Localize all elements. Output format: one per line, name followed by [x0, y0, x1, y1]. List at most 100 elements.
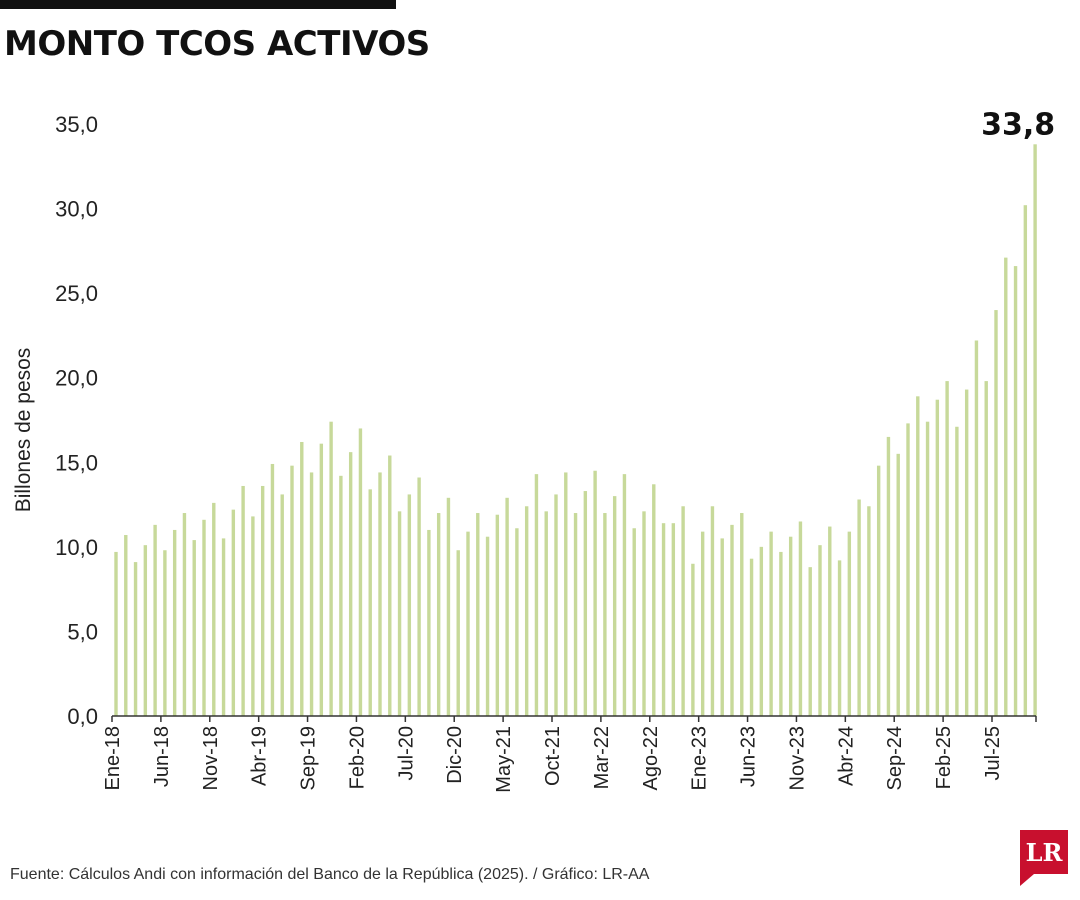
- bar: [935, 399, 940, 716]
- x-tick-label: Ago-22: [640, 726, 662, 791]
- bar: [290, 465, 294, 716]
- bar: [446, 497, 451, 716]
- bar: [974, 340, 979, 716]
- bar: [397, 511, 402, 716]
- bar: [114, 551, 118, 716]
- bar: [818, 545, 822, 716]
- bar: [906, 423, 910, 716]
- bar: [143, 545, 148, 716]
- bar: [221, 538, 226, 716]
- bar: [485, 536, 490, 716]
- bar: [984, 381, 988, 716]
- bar: [554, 494, 558, 716]
- y-tick-label: 30,0: [55, 197, 98, 222]
- bar: [847, 531, 852, 716]
- x-tick-label: Abr-19: [249, 726, 271, 786]
- bar: [241, 485, 245, 716]
- bar: [495, 514, 500, 716]
- bar: [642, 511, 646, 716]
- bar: [652, 484, 656, 716]
- bar: [466, 531, 470, 716]
- y-axis-label: Billones de pesos: [12, 348, 35, 513]
- bar: [867, 506, 871, 716]
- bar: [681, 506, 685, 716]
- y-tick-label: 15,0: [55, 450, 98, 475]
- y-tick-label: 25,0: [55, 281, 98, 306]
- bar: [700, 531, 705, 716]
- bar: [524, 506, 529, 716]
- bar: [339, 475, 343, 716]
- bar: [779, 551, 783, 716]
- bar: [945, 381, 949, 716]
- x-tick-label: Jun-23: [738, 726, 760, 787]
- bar: [417, 477, 421, 716]
- x-tick-label: Sep-24: [884, 726, 906, 791]
- bar: [876, 465, 881, 716]
- bar: [612, 496, 617, 716]
- bar: [691, 563, 695, 716]
- bar: [740, 513, 744, 716]
- bar: [964, 389, 969, 716]
- x-tick-label: Feb-25: [933, 726, 955, 789]
- bar: [769, 531, 773, 716]
- y-axis: 0,0 5,0 10,0 15,0 20,0 25,0 30,0 35,0 Billones d…: [12, 112, 98, 729]
- bar: [182, 513, 187, 716]
- bar: [348, 452, 353, 716]
- bar: [456, 550, 460, 716]
- bar: [955, 426, 959, 716]
- x-tick-label: Jul-20: [395, 726, 417, 780]
- bar: [710, 506, 715, 716]
- bar: [163, 550, 167, 716]
- bar: [534, 474, 539, 716]
- y-tick-label: 10,0: [55, 535, 98, 560]
- bar: [260, 485, 265, 716]
- bar: [788, 536, 793, 716]
- bar: [857, 499, 861, 716]
- bar: [476, 513, 480, 716]
- bar: [1033, 144, 1037, 717]
- bar: [231, 509, 236, 716]
- bar: [661, 523, 666, 716]
- bar: [632, 528, 636, 716]
- y-tick-label: 20,0: [55, 366, 98, 391]
- bar: [319, 443, 324, 716]
- bar: [329, 421, 333, 716]
- bar: [427, 529, 431, 716]
- bar: [280, 494, 284, 716]
- bar: [828, 526, 832, 716]
- bar: [153, 524, 157, 716]
- bar: [837, 560, 842, 716]
- bar: [583, 491, 588, 716]
- bar: [1004, 257, 1008, 716]
- bar: [573, 513, 578, 716]
- x-tick-label: Abr-24: [835, 726, 857, 786]
- bars: 33,8: [114, 107, 1055, 717]
- bar: [798, 521, 803, 716]
- bar: [603, 513, 607, 716]
- x-tick-label: Ene-18: [102, 726, 124, 791]
- bar: [368, 489, 372, 716]
- bar: [251, 516, 255, 716]
- bar: [896, 453, 900, 716]
- bar: [436, 513, 441, 716]
- x-tick-label: May-21: [493, 726, 515, 793]
- bar: [759, 546, 764, 716]
- source-note: Fuente: Cálculos Andi con información de…: [10, 866, 650, 883]
- bar: [622, 474, 627, 716]
- x-tick-label: Oct-21: [542, 726, 564, 786]
- bar: [124, 535, 128, 716]
- bar: [994, 310, 998, 716]
- x-tick-label: Mar-22: [591, 726, 613, 789]
- bar: [407, 494, 412, 716]
- bar: [358, 428, 363, 716]
- bar: [505, 497, 509, 716]
- x-tick-label: Nov-23: [786, 726, 808, 790]
- bar: [515, 528, 519, 716]
- bar: [564, 472, 568, 716]
- bar: [808, 567, 812, 716]
- x-tick-label: Nov-18: [200, 726, 222, 790]
- bar: [309, 472, 314, 716]
- bar: [1013, 266, 1018, 716]
- lr-logo: LR: [1020, 830, 1068, 886]
- bar: [300, 441, 304, 716]
